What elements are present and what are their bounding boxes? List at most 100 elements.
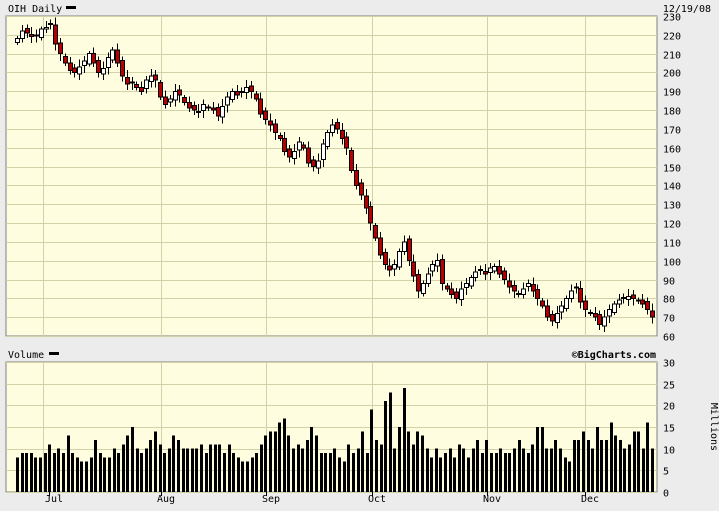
volume-bar: [251, 457, 254, 492]
candle-body: [387, 265, 392, 271]
volume-bar: [518, 440, 521, 492]
candle-body: [397, 250, 402, 268]
volume-bar: [186, 448, 189, 492]
candle-body: [449, 288, 454, 296]
candle-body: [330, 124, 335, 134]
candle-body: [158, 82, 163, 98]
volume-bar: [122, 444, 125, 492]
volume-bar: [274, 431, 277, 492]
price-tick-label: 230: [663, 13, 681, 24]
candle-body: [297, 141, 302, 151]
candle-body: [445, 285, 450, 290]
candle-body: [545, 305, 550, 318]
candle-body: [574, 286, 579, 289]
volume-tick-label: 30: [663, 359, 675, 370]
candle-body: [364, 195, 369, 209]
volume-bar: [71, 453, 74, 492]
volume-bar: [136, 448, 139, 492]
candle-body: [301, 144, 306, 149]
candle-body: [278, 134, 283, 139]
x-axis: Jul Aug Sep Oct Nov Dec: [45, 492, 599, 505]
candle-body: [139, 87, 144, 92]
candle-body: [411, 261, 416, 277]
volume-bar: [416, 431, 419, 492]
candle-body: [354, 169, 359, 186]
candle-body: [612, 303, 617, 313]
volume-bar: [550, 448, 553, 492]
candle-body: [464, 282, 469, 289]
candle-body: [268, 120, 273, 126]
brand-label: ©BigCharts.com: [572, 349, 656, 361]
volume-bar: [237, 457, 240, 492]
candle-body: [502, 270, 507, 281]
candle-body: [340, 129, 345, 139]
volume-bar: [541, 427, 544, 492]
volume-bar: [554, 440, 557, 492]
volume-bar: [430, 457, 433, 492]
candle-body: [555, 312, 560, 323]
volume-bar: [205, 453, 208, 492]
volume-bar: [458, 444, 461, 492]
volume-bar: [426, 448, 429, 492]
volume-bar: [651, 448, 654, 492]
volume-bar: [94, 440, 97, 492]
price-tick-label: 220: [663, 32, 681, 43]
candle-body: [220, 105, 225, 118]
candle-body: [20, 30, 25, 40]
candle-body: [82, 60, 87, 67]
volume-tick-label: 25: [663, 381, 675, 392]
candle-body: [578, 287, 583, 303]
volume-bar: [467, 457, 470, 492]
volume-bar: [361, 431, 364, 492]
candle-body: [182, 97, 187, 104]
candle-body: [206, 106, 211, 109]
volume-panel-title: Volume: [8, 350, 44, 361]
candle-body: [48, 23, 53, 26]
candle-body: [106, 56, 111, 68]
volume-bar: [108, 457, 111, 492]
candle-body: [187, 102, 192, 109]
volume-bar: [453, 457, 456, 492]
volume-bar: [403, 388, 406, 492]
candle-body: [211, 107, 216, 111]
volume-bars: [16, 388, 654, 492]
candle-body: [516, 292, 521, 296]
volume-bar: [338, 457, 341, 492]
candle-body: [163, 96, 168, 105]
volume-bar: [508, 453, 511, 492]
candle-body: [196, 110, 201, 113]
price-tick-label: 210: [663, 51, 681, 62]
candle-body: [569, 290, 574, 299]
candle-body: [335, 122, 340, 130]
candle-body: [68, 62, 73, 72]
candle-body: [492, 265, 497, 272]
candle-body: [168, 98, 173, 103]
candle-body: [44, 26, 49, 30]
volume-bar: [113, 448, 116, 492]
volume-bar: [527, 453, 530, 492]
volume-bar: [145, 448, 148, 492]
x-tick-label: Oct: [368, 494, 386, 505]
candle-body: [239, 90, 244, 93]
candle-body: [440, 258, 445, 284]
candle-body: [373, 225, 378, 239]
volume-bar: [646, 422, 649, 492]
candle-body: [201, 103, 206, 112]
volume-bar: [149, 440, 152, 492]
candle-body: [368, 206, 373, 224]
candle-body: [473, 271, 478, 279]
volume-bar: [140, 453, 143, 492]
x-tick-label: Jul: [45, 494, 63, 505]
candle-body: [617, 299, 622, 305]
candle-body: [15, 38, 20, 43]
volume-bar: [600, 440, 603, 492]
volume-tick-label: 10: [663, 446, 675, 457]
price-tick-label: 80: [663, 295, 675, 306]
candle-body: [550, 314, 555, 322]
candle-body: [621, 297, 626, 300]
price-tick-label: 150: [663, 164, 681, 175]
candle-body: [153, 74, 158, 81]
candle-body: [631, 294, 636, 299]
volume-bar: [389, 392, 392, 492]
